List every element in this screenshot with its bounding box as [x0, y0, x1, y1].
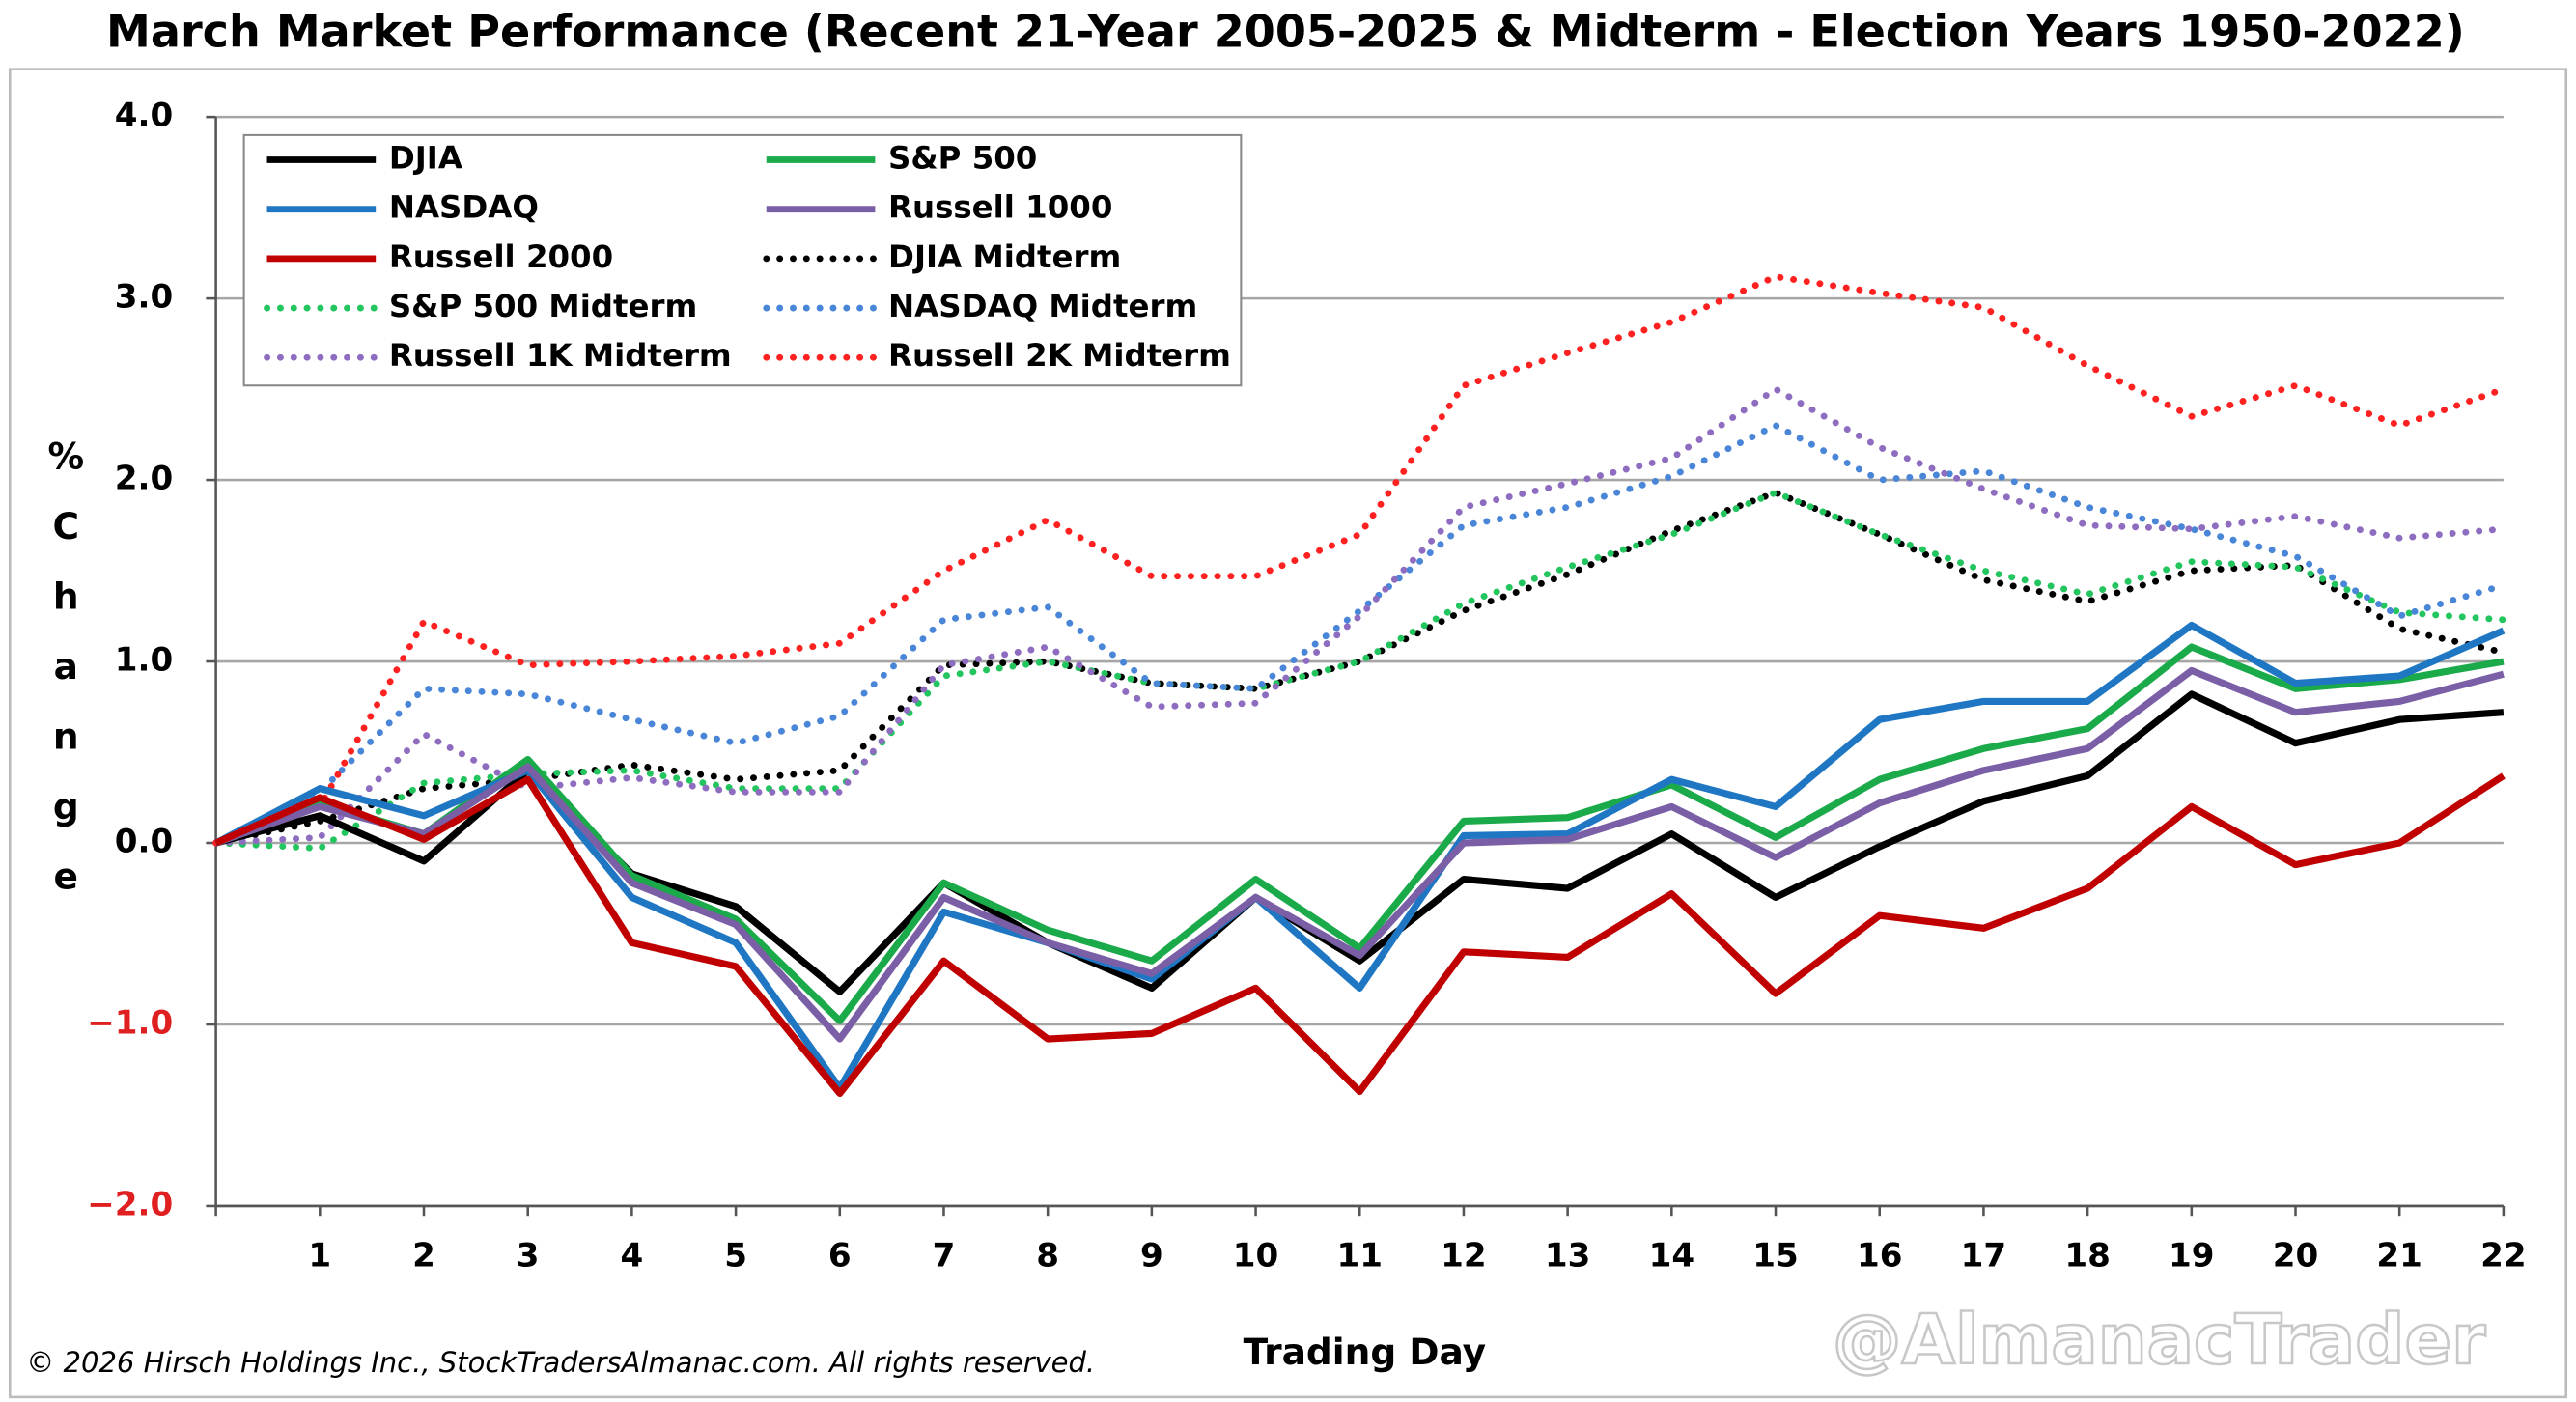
x-tick-label: 12 — [1441, 1236, 1487, 1275]
x-tick-label: 5 — [724, 1236, 747, 1275]
legend-label: NASDAQ Midterm — [888, 288, 1197, 324]
y-tick-label: 1.0 — [115, 641, 173, 680]
legend-label: NASDAQ — [389, 189, 539, 226]
chart-title: March Market Performance (Recent 21-Year… — [106, 5, 2465, 57]
series-line — [214, 666, 2505, 1043]
x-tick-label: 1 — [308, 1236, 331, 1275]
series-line — [212, 422, 2507, 847]
x-tick-label: 6 — [828, 1236, 852, 1275]
x-tick-label: 10 — [1233, 1236, 1279, 1275]
series-line — [212, 273, 2507, 847]
legend-label: Russell 2000 — [389, 238, 613, 275]
legend-label: Russell 2K Midterm — [888, 337, 1231, 374]
legend-label: S&P 500 — [888, 140, 1037, 177]
x-tick-label: 11 — [1336, 1236, 1383, 1275]
y-tick-label: 2.0 — [115, 460, 173, 498]
x-tick-label: 9 — [1140, 1236, 1163, 1275]
series-line — [214, 772, 2506, 1098]
x-tick-label: 22 — [2480, 1236, 2527, 1275]
series-line — [213, 621, 2506, 1092]
x-tick-label: 15 — [1752, 1236, 1799, 1275]
legend-label: S&P 500 Midterm — [389, 288, 697, 324]
series-line — [214, 643, 2505, 1024]
x-tick-label: 18 — [2064, 1236, 2111, 1275]
x-tick-label: 19 — [2169, 1236, 2215, 1275]
y-tick-label: −1.0 — [87, 1003, 173, 1042]
x-tick-label: 3 — [517, 1236, 540, 1275]
y-tick-label: 0.0 — [115, 823, 173, 861]
series-line — [212, 385, 2507, 847]
legend-label: Russell 1000 — [888, 189, 1112, 226]
x-tick-label: 2 — [412, 1236, 435, 1275]
x-tick-label: 8 — [1036, 1236, 1059, 1275]
y-tick-label: 4.0 — [115, 97, 173, 135]
x-axis-title: Trading Day — [1244, 1331, 1487, 1373]
x-tick-label: 20 — [2273, 1236, 2319, 1275]
x-tick-label: 13 — [1545, 1236, 1591, 1275]
x-tick-label: 21 — [2376, 1236, 2422, 1275]
y-tick-label: 3.0 — [115, 278, 173, 317]
series-line — [212, 489, 2507, 853]
watermark: @AlmanacTrader — [1833, 1299, 2486, 1380]
x-tick-label: 14 — [1649, 1236, 1695, 1275]
y-tick-label: −2.0 — [87, 1185, 173, 1223]
x-tick-label: 17 — [1961, 1236, 2007, 1275]
x-tick-label: 4 — [621, 1236, 644, 1275]
x-tick-label: 16 — [1857, 1236, 1903, 1275]
copyright: © 2026 Hirsch Holdings Inc., StockTrader… — [26, 1346, 1095, 1379]
legend-label: DJIA Midterm — [888, 238, 1121, 275]
legend-label: Russell 1K Midterm — [389, 337, 732, 374]
legend-label: DJIA — [389, 140, 462, 177]
legend-box — [242, 133, 1243, 387]
x-tick-label: 7 — [933, 1236, 956, 1275]
